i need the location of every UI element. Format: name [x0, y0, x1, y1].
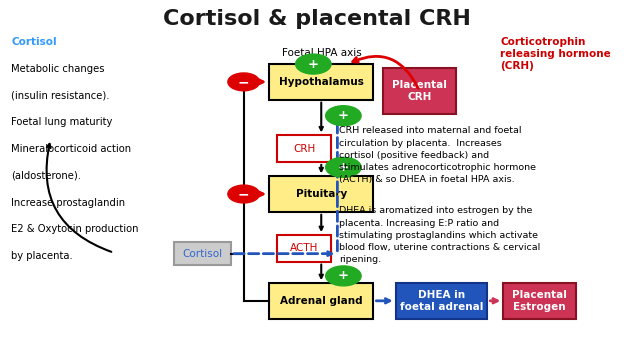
Text: Increase prostaglandin: Increase prostaglandin — [11, 198, 125, 208]
FancyBboxPatch shape — [269, 64, 373, 100]
Text: Placental
CRH: Placental CRH — [392, 80, 447, 101]
Text: DHEA is aromatized into estrogen by the
placenta. Increasing E:P ratio and
stimu: DHEA is aromatized into estrogen by the … — [339, 206, 540, 264]
Text: Cortisol: Cortisol — [11, 37, 57, 47]
Text: (insulin resistance).: (insulin resistance). — [11, 91, 110, 101]
Text: CRH: CRH — [293, 143, 315, 154]
FancyBboxPatch shape — [383, 68, 456, 114]
Text: DHEA in
foetal adrenal: DHEA in foetal adrenal — [400, 290, 483, 312]
Text: +: + — [308, 58, 319, 70]
Text: ACTH: ACTH — [290, 243, 318, 253]
Text: +: + — [338, 109, 349, 122]
Text: Corticotrophin
releasing hormone
(CRH): Corticotrophin releasing hormone (CRH) — [500, 37, 611, 70]
Text: −: − — [238, 75, 249, 89]
FancyBboxPatch shape — [277, 135, 331, 162]
Text: Mineralocorticoid action: Mineralocorticoid action — [11, 144, 132, 154]
Circle shape — [296, 54, 331, 74]
Text: +: + — [338, 269, 349, 282]
Text: (aldosterone).: (aldosterone). — [11, 171, 82, 181]
Circle shape — [228, 73, 260, 91]
FancyBboxPatch shape — [269, 176, 373, 212]
FancyBboxPatch shape — [396, 283, 487, 319]
Circle shape — [228, 185, 260, 203]
Circle shape — [325, 157, 361, 177]
Text: Placental
Estrogen: Placental Estrogen — [512, 290, 567, 312]
Text: Pituitary: Pituitary — [296, 189, 347, 199]
FancyBboxPatch shape — [269, 283, 373, 319]
FancyBboxPatch shape — [277, 235, 331, 262]
Text: CRH released into maternal and foetal
circulation by placenta.  Increases
cortis: CRH released into maternal and foetal ci… — [339, 126, 536, 184]
Text: Foetal lung maturity: Foetal lung maturity — [11, 117, 113, 127]
Text: E2 & Oxytocin production: E2 & Oxytocin production — [11, 224, 139, 234]
Circle shape — [325, 106, 361, 126]
Text: +: + — [338, 161, 349, 174]
FancyBboxPatch shape — [503, 283, 576, 319]
Text: Adrenal gland: Adrenal gland — [280, 296, 363, 306]
Text: Foetal HPA axis: Foetal HPA axis — [282, 48, 361, 58]
FancyBboxPatch shape — [174, 242, 231, 265]
Text: Metabolic changes: Metabolic changes — [11, 64, 105, 74]
Circle shape — [325, 266, 361, 286]
Text: Hypothalamus: Hypothalamus — [279, 77, 364, 87]
Text: Cortisol: Cortisol — [182, 248, 223, 259]
Text: Cortisol & placental CRH: Cortisol & placental CRH — [163, 9, 470, 29]
Text: by placenta.: by placenta. — [11, 251, 73, 261]
Text: −: − — [238, 187, 249, 201]
